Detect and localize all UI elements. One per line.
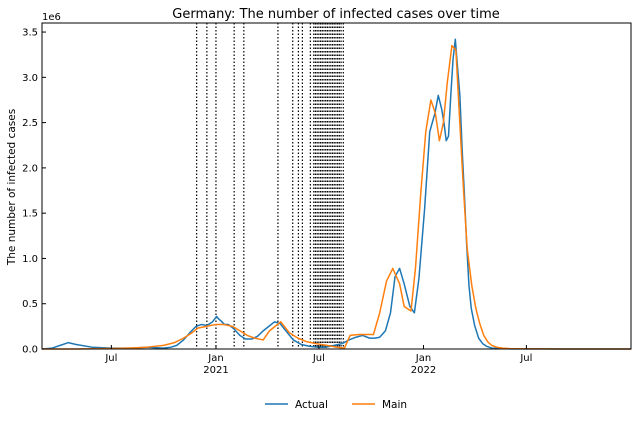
y-tick-label: 3.0 [22, 73, 38, 84]
x-tick-year-label: 2021 [203, 365, 228, 376]
x-tick-label: Jul [104, 353, 117, 364]
y-tick-label: 2.0 [22, 163, 38, 174]
y-axis: 0.0 0.5 1.0 1.5 2.0 2.5 3.0 3.5 [22, 28, 46, 356]
x-tick-year-label: 2022 [411, 365, 436, 376]
event-markers [196, 23, 344, 349]
y-offset-label: 1e6 [42, 12, 61, 23]
y-axis-label: The number of infected cases [6, 109, 18, 266]
legend-label-actual: Actual [295, 399, 328, 411]
legend-label-main: Main [382, 399, 407, 411]
chart-title: Germany: The number of infected cases ov… [172, 7, 500, 22]
x-tick-label: Jan [415, 353, 431, 364]
y-tick-label: 1.5 [22, 209, 38, 220]
y-tick-label: 0.0 [22, 345, 38, 356]
series-lines [41, 38, 631, 350]
y-tick-label: 0.5 [22, 299, 38, 310]
y-tick-label: 1.0 [22, 254, 38, 265]
y-tick-label: 3.5 [22, 28, 38, 39]
x-tick-label: Jan [207, 353, 223, 364]
legend: Actual Main [265, 399, 407, 411]
series-line-main [42, 44, 631, 350]
y-tick-label: 2.5 [22, 118, 38, 129]
series-line-actual [41, 38, 631, 350]
plot-frame [41, 22, 632, 350]
x-tick-label: Jul [519, 353, 532, 364]
x-tick-label: Jul [312, 353, 325, 364]
